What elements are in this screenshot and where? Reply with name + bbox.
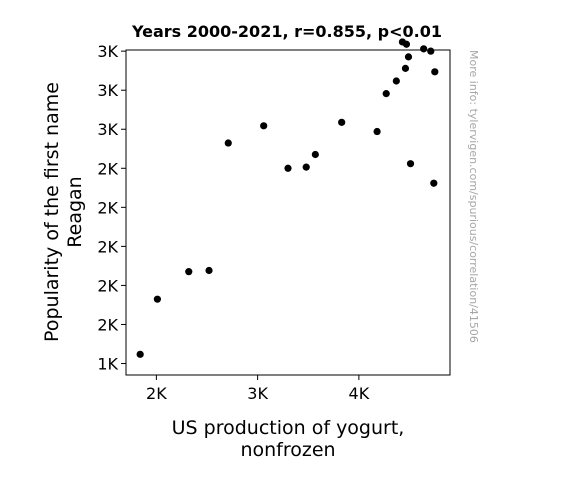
plot-area: 2K 3K 4K 1K 2K 2K 2K 2K 2K 3K 3K 3K: [97, 38, 451, 403]
data-point-9: [338, 118, 346, 126]
data-point-5: [260, 122, 268, 130]
data-point-3: [205, 266, 213, 275]
data-point-19: [427, 47, 435, 55]
y-tick-label-8: 3K: [97, 42, 118, 61]
y-axis-label-line-1: Popularity of the first name: [41, 82, 63, 342]
x-tick-label-2: 4K: [349, 384, 370, 403]
x-tick-label-0: 2K: [146, 384, 167, 403]
data-point-2: [185, 268, 193, 276]
data-point-4: [224, 139, 232, 147]
data-point-16: [404, 53, 413, 61]
y-tick-label-5: 2K: [97, 159, 118, 178]
side-note-text: More info: tylervigen.com/spurious/corre…: [467, 50, 480, 343]
data-point-10: [373, 127, 381, 136]
data-point-0: [136, 350, 144, 358]
data-point-18: [420, 45, 428, 53]
y-tick-label-0: 1K: [97, 355, 118, 374]
data-point-8: [311, 150, 319, 159]
data-point-1: [153, 295, 161, 303]
side-note: More info: tylervigen.com/spurious/corre…: [467, 50, 480, 343]
y-tick-label-6: 3K: [97, 120, 118, 139]
data-point-12: [392, 77, 400, 85]
data-point-6: [284, 164, 292, 172]
y-axis-label-line-2: Reagan: [64, 176, 86, 247]
data-point-21: [431, 68, 439, 76]
data-point-20: [430, 179, 438, 187]
chart-title: Years 2000-2021, r=0.855, p<0.01: [131, 22, 442, 41]
data-point-17: [406, 160, 415, 168]
y-axis-label: Popularity of the first name Reagan: [41, 82, 86, 342]
x-tick-label-1: 3K: [247, 384, 268, 403]
data-point-11: [382, 90, 390, 98]
x-axis-label-line-1: US production of yogurt,: [172, 417, 405, 439]
x-axis-label-line-2: nonfrozen: [240, 439, 335, 461]
data-point-7: [302, 163, 310, 171]
y-tick-label-3: 2K: [97, 237, 118, 256]
y-tick-label-1: 2K: [97, 315, 118, 334]
y-tick-label-7: 3K: [97, 81, 118, 100]
y-tick-label-4: 2K: [97, 198, 118, 217]
data-point-14: [401, 64, 410, 72]
y-tick-label-2: 2K: [97, 276, 118, 295]
plot-frame: [125, 49, 451, 376]
data-point-15: [402, 40, 411, 48]
x-axis-label: US production of yogurt, nonfrozen: [172, 417, 405, 461]
